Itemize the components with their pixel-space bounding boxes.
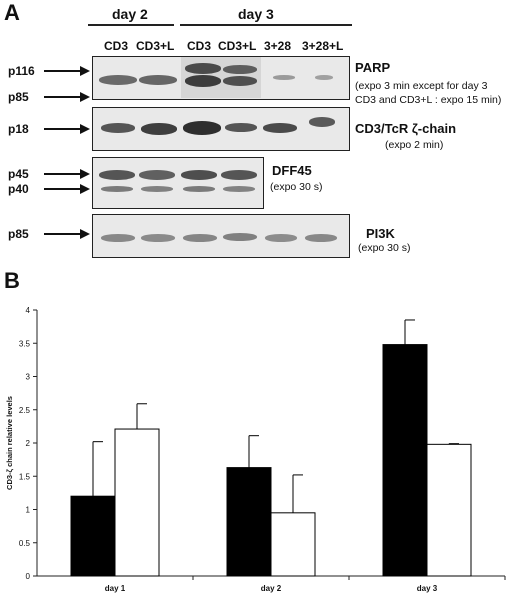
panel-b-letter: B <box>4 268 20 293</box>
day3-underline <box>180 24 352 26</box>
band <box>273 75 295 80</box>
lane-label-1: CD3 <box>104 39 129 53</box>
marker-arrow-p85-parp <box>44 90 90 109</box>
y-tick-label: 1.5 <box>19 472 31 481</box>
bar-chart: 0 0.5 1 1.5 2 2.5 3 3.5 4 CD3-ζ chain relative le… <box>5 306 506 593</box>
band <box>183 121 221 135</box>
marker-arrow-p45 <box>44 167 90 186</box>
marker-p85-parp: p85 <box>8 90 29 104</box>
parp-note-line-1: (expo 3 min except for day 3 <box>355 80 488 92</box>
band <box>223 186 255 192</box>
band <box>139 75 177 85</box>
band <box>139 170 175 180</box>
band <box>101 123 135 133</box>
band <box>183 186 215 192</box>
marker-arrow-p85-pi3k <box>44 227 90 246</box>
band <box>181 170 217 180</box>
blot-dff45 <box>92 157 264 209</box>
bar <box>226 467 272 577</box>
band <box>99 75 137 85</box>
bar <box>382 344 428 577</box>
blot-pi3k <box>92 214 350 258</box>
lane-label-6: 3+28+L <box>302 39 344 53</box>
marker-arrow-p40 <box>44 182 90 201</box>
band <box>141 234 175 242</box>
bar <box>114 428 160 577</box>
bar <box>70 495 116 577</box>
y-tick-label: 2 <box>26 439 31 448</box>
zeta-note: (expo 2 min) <box>385 139 444 151</box>
pi3k-note: (expo 30 s) <box>358 242 411 254</box>
marker-p116: p116 <box>8 64 35 78</box>
band <box>309 117 335 127</box>
day2-underline <box>88 24 174 26</box>
band <box>101 234 135 242</box>
marker-arrow-p18 <box>44 122 90 141</box>
marker-p40: p40 <box>8 182 29 196</box>
x-tick-label: day 3 <box>417 584 438 593</box>
band <box>221 170 257 180</box>
marker-p45: p45 <box>8 167 29 181</box>
protein-pi3k: PI3K <box>366 226 395 241</box>
band <box>223 65 257 74</box>
band <box>141 186 173 192</box>
y-tick-label: 0.5 <box>19 539 31 548</box>
protein-zeta-chain: CD3/TcR ζ-chain <box>355 121 457 136</box>
y-axis-label: CD3-ζ chain relative levels <box>5 396 14 490</box>
lane-label-4: CD3+L <box>218 39 257 53</box>
lane-label-2: CD3+L <box>136 39 175 53</box>
y-tick-label: 2.5 <box>19 406 31 415</box>
y-tick-label: 0 <box>26 572 31 581</box>
x-tick-label: day 2 <box>261 584 282 593</box>
blot-zeta-chain <box>92 107 350 151</box>
band <box>183 234 217 242</box>
y-tick-label: 3.5 <box>19 339 31 348</box>
day-header-day3: day 3 <box>238 6 274 22</box>
band <box>185 63 221 74</box>
y-tick-label: 1 <box>26 506 31 515</box>
band <box>223 233 257 241</box>
lane-label-3: CD3 <box>187 39 212 53</box>
band <box>225 123 257 132</box>
marker-p85-pi3k: p85 <box>8 227 29 241</box>
bar <box>426 443 472 577</box>
band <box>101 186 133 192</box>
bar <box>270 512 316 577</box>
blot-parp <box>92 56 350 100</box>
marker-arrow-p116 <box>44 64 90 83</box>
marker-p18: p18 <box>8 122 29 136</box>
band <box>265 234 297 242</box>
parp-note-line-2: CD3 and CD3+L : expo 15 min) <box>355 94 502 106</box>
dff45-note: (expo 30 s) <box>270 181 323 193</box>
y-tick-label: 4 <box>26 306 31 315</box>
day-header-day2: day 2 <box>112 6 148 22</box>
band <box>141 123 177 135</box>
y-tick-label: 3 <box>26 373 31 382</box>
band <box>263 123 297 133</box>
band <box>223 76 257 86</box>
lane-label-5: 3+28 <box>264 39 292 53</box>
band <box>315 75 333 80</box>
band <box>185 75 221 87</box>
protein-dff45: DFF45 <box>272 163 312 178</box>
protein-parp: PARP <box>355 60 391 75</box>
panel-a-letter: A <box>4 0 20 25</box>
band <box>99 170 135 180</box>
x-tick-label: day 1 <box>105 584 126 593</box>
band <box>305 234 337 242</box>
